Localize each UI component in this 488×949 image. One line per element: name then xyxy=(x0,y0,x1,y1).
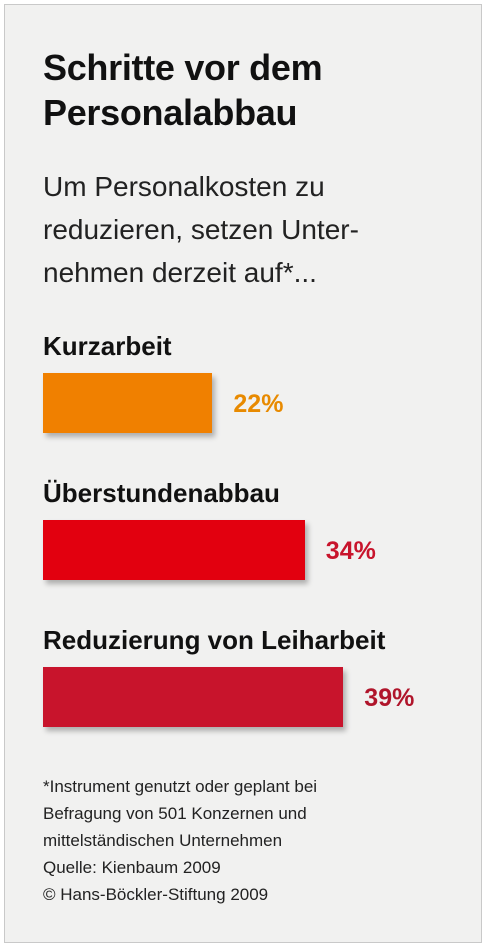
footnote-line-2: Befragung von 501 Konzernen und xyxy=(43,804,307,823)
value-label-kurzarbeit: 22% xyxy=(233,390,284,418)
subtitle-line-3: nehmen derzeit auf*... xyxy=(43,257,317,288)
title-line-2: Personalabbau xyxy=(43,92,298,133)
category-label-kurzarbeit: Kurzarbeit xyxy=(43,331,172,361)
chart-subtitle: Um Personalkosten zu reduzieren, setzen … xyxy=(43,165,473,294)
subtitle-line-2: reduzieren, setzen Unter- xyxy=(43,214,359,245)
chart-panel: Schritte vor dem Personalabbau Um Person… xyxy=(4,4,482,943)
source-line: Quelle: Kienbaum 2009 xyxy=(43,858,221,877)
copyright-line: © Hans-Böckler-Stiftung 2009 xyxy=(43,885,269,904)
title-line-1: Schritte vor dem xyxy=(43,47,323,88)
footnote: *Instrument genutzt oder geplant bei Bef… xyxy=(43,773,473,908)
category-label-leiharbeit: Reduzierung von Leiharbeit xyxy=(43,625,386,655)
bar-leiharbeit xyxy=(43,667,344,727)
footnote-line-3: mittelständischen Unternehmen xyxy=(43,831,283,850)
footnote-line-1: *Instrument genutzt oder geplant bei xyxy=(43,777,318,796)
value-label-ueberstundenabbau: 34% xyxy=(325,537,376,565)
bar-ueberstundenabbau xyxy=(43,520,305,580)
chart-title: Schritte vor dem Personalabbau xyxy=(43,45,463,135)
subtitle-line-1: Um Personalkosten zu xyxy=(43,171,325,202)
category-label-ueberstundenabbau: Überstundenabbau xyxy=(43,478,280,508)
bar-kurzarbeit xyxy=(43,373,213,433)
value-label-leiharbeit: 39% xyxy=(364,684,415,712)
